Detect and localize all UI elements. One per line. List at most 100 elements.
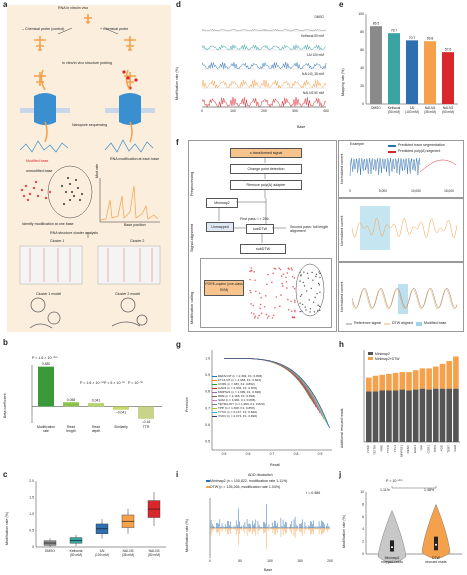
- probing-label: In vitro/in vivo structure probing: [62, 61, 112, 65]
- f-scatter-point: [260, 312, 263, 315]
- h-bar-base: [453, 388, 459, 442]
- e-category-label: NAI-N3: [443, 106, 454, 110]
- b-bar: [138, 406, 154, 419]
- f-scatter-point: [255, 290, 257, 293]
- e-value-label: 86.5: [373, 22, 380, 26]
- e-category-label: (50 mM): [388, 110, 400, 114]
- h-bar-dtw: [379, 374, 385, 391]
- e-value-label: 78.7: [391, 29, 398, 33]
- panel-g-xlabel: Recall: [270, 463, 280, 467]
- panel-f-label: f: [176, 138, 179, 147]
- panel-i-title: ADD riboswitch: [248, 473, 273, 477]
- g-legend-text: SAM (n = 1,981, F1: 0.835): [218, 398, 256, 402]
- e-category-label: 1AI: [410, 106, 415, 110]
- f-scatter-point: [266, 317, 269, 319]
- f-scatter-point: [292, 285, 295, 288]
- c-category-label: (100 mM): [95, 553, 109, 557]
- f-scatter-point: [254, 279, 256, 281]
- h-bar-base: [433, 388, 439, 442]
- pore-cupine-box: PORE-cupine (one-class SVM): [204, 280, 244, 296]
- h-bar-dtw: [446, 361, 452, 389]
- g-legend-swatch: [212, 403, 217, 405]
- j-tick: 10: [360, 490, 364, 494]
- j-median-dtw: [435, 543, 437, 546]
- e-category-label: NAI-N3: [425, 106, 436, 110]
- example-box: [338, 140, 464, 198]
- panel-i-ylabel: Modification rate (%): [185, 519, 189, 552]
- d-x-tick: 200: [261, 109, 267, 113]
- e-category-label: DMSO: [371, 106, 381, 110]
- panel-d-chart: DMSO Kethoxal 50 mM 1AI 100 mM NAI-N3_35 mM…: [201, 15, 329, 113]
- d-x-tick: 100: [230, 109, 236, 113]
- c-category-label: (35 mM): [122, 553, 134, 557]
- f-scatter-point: [291, 275, 294, 278]
- f-scatter-point: [273, 267, 276, 270]
- f-scatter-point: [291, 268, 293, 271]
- d-track-name: NAI-N3 50 mM: [303, 91, 324, 95]
- b-category-label: rate: [43, 429, 49, 433]
- f-x-tick: 15,000: [444, 189, 454, 193]
- g-legend-text: TPP (n = 1,368, F1: 0.853): [218, 406, 255, 410]
- panel-e-label: e: [339, 0, 344, 9]
- f-scatter-point: [299, 310, 301, 313]
- panel-a-title: RNA in vitro/in vivo: [58, 6, 89, 10]
- f-scatter-point: [306, 272, 309, 274]
- c-category-label: 1AI: [100, 549, 105, 553]
- panel-i-legend-1: Minimap2 (n = 100,822, modification rate…: [210, 479, 288, 483]
- g-legend-item: GAD1 (n = 2,534, F1: 0.876): [212, 386, 265, 390]
- f-scatter-point: [254, 315, 257, 318]
- g-legend-swatch: [212, 379, 217, 381]
- i-x-tick: 0: [209, 559, 211, 563]
- g-legend-swatch: [212, 399, 217, 401]
- f-scatter-point: [300, 294, 303, 296]
- h-category-label: GAD1: [413, 445, 417, 454]
- h-bar-base: [379, 390, 385, 442]
- d-x-tick: 0: [201, 109, 203, 113]
- f-scatter-point: [281, 285, 284, 287]
- f-aligned-trace: [351, 217, 458, 239]
- panel-j-ylabel: Modification rate (%): [342, 515, 346, 548]
- f-scatter-point: [293, 287, 296, 290]
- f-scatter-point: [317, 304, 319, 306]
- h-category-label: TETRA: [373, 445, 377, 455]
- f-scatter-point: [316, 292, 318, 295]
- e-tick: 80: [360, 30, 364, 34]
- g-legend-text: RRE (n = 2,165, F1: 0.818): [218, 394, 256, 398]
- i-x-tick: 200: [327, 559, 333, 563]
- probe-label: + Chemical probe: [100, 27, 129, 31]
- b-bar: [38, 366, 54, 407]
- i-x-tick: 150: [297, 559, 303, 563]
- subdtw-box-2: subDTW: [240, 244, 286, 254]
- panel-h-ylabel: Additional rescued reads: [340, 408, 344, 448]
- g-legend-swatch: [212, 387, 217, 389]
- panel-i-r: r = 0.986: [306, 491, 321, 495]
- p-mid2: P = 5 × 10⁻¹⁰: [104, 381, 126, 385]
- example-label: Example: [350, 142, 364, 146]
- j-category-label: mapped reads: [381, 560, 403, 564]
- panel-i-label: i: [176, 470, 179, 479]
- h-bar-dtw: [412, 370, 419, 390]
- d-track-line: [201, 44, 327, 51]
- g-legend-swatch: [212, 383, 217, 385]
- f-scatter-point: [253, 317, 256, 319]
- f-scatter-point: [301, 310, 303, 313]
- f-scatter-point: [312, 279, 314, 281]
- g-legend-text: COR1 (n = 483, F1: 0.862): [218, 382, 255, 386]
- g-legend-item: COR1 (n = 483, F1: 0.862): [212, 382, 265, 386]
- f-scatter-point: [280, 275, 283, 277]
- e-value-label: 57.6: [445, 48, 452, 52]
- d-track-name: DMSO: [314, 15, 324, 19]
- f-scatter-point: [265, 313, 268, 316]
- f-scatter-point: [299, 302, 301, 304]
- panel-j-v1: 1.11%: [380, 488, 390, 492]
- unmapped-box: Unmapped: [206, 222, 234, 232]
- f-scatter-point: [274, 306, 276, 309]
- i-legend-swatch: [206, 486, 210, 488]
- f-scatter-point: [293, 310, 296, 313]
- f-scatter-point: [258, 314, 260, 317]
- h-category-label: TPP: [420, 445, 424, 451]
- j-tick: 8: [362, 502, 364, 506]
- g-legend-text: DENV-NT (n = 2,302, F1: 0.803): [218, 374, 263, 378]
- cluster-models: [29, 297, 148, 329]
